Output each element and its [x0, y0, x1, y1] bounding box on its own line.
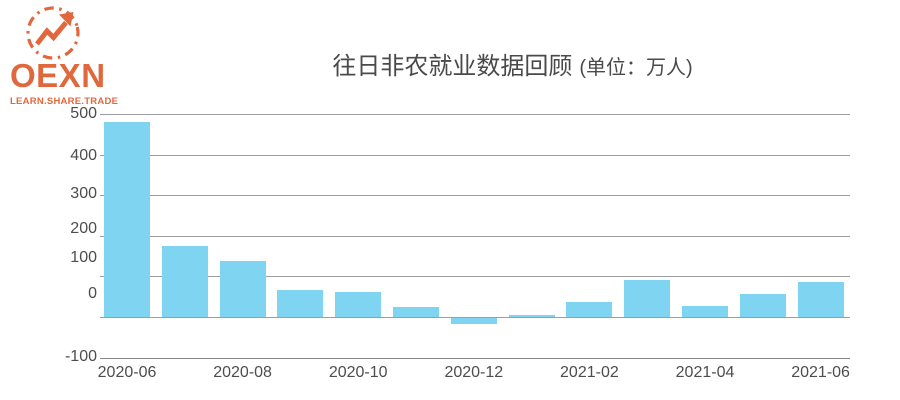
x-axis-label-2021-04: 2021-04 — [675, 364, 735, 381]
bar-2020-08 — [219, 261, 266, 317]
bar-2021-05 — [739, 294, 786, 317]
x-axis-label-2020-10: 2020-10 — [328, 364, 388, 381]
bar-2021-06 — [797, 282, 844, 317]
bar-2020-09 — [277, 290, 324, 317]
gridline-500 — [100, 114, 850, 115]
chart-title: 往日非农就业数据回顾 (单位：万人) — [125, 52, 900, 83]
bar-2021-04 — [682, 306, 728, 317]
bar-2020-07 — [161, 246, 208, 317]
trend-arrow-circle-icon — [26, 6, 80, 60]
y-axis-label-400: 400 — [70, 147, 97, 164]
bar-2020-10 — [335, 292, 382, 317]
y-axis-label-200: 200 — [70, 220, 97, 237]
y-axis-label--100: -100 — [64, 348, 97, 365]
chart-title-unit: (单位：万人) — [579, 57, 693, 79]
x-axis-label-2020-08: 2020-08 — [213, 364, 272, 381]
gridline-200 — [100, 236, 850, 237]
bar-2020-11 — [393, 307, 439, 317]
brand-name: OEXN — [10, 57, 106, 94]
x-axis-label-2020-06: 2020-06 — [97, 364, 157, 381]
x-axis-label-2021-06: 2021-06 — [791, 364, 850, 381]
bar-2021-01 — [508, 315, 555, 317]
bar-2021-02 — [566, 302, 613, 317]
chart-title-text: 往日非农就业数据回顾 — [332, 53, 573, 80]
x-axis-label-2020-12: 2020-12 — [444, 364, 504, 381]
bar-2021-03 — [624, 280, 671, 317]
y-axis-label-100: 100 — [70, 249, 97, 266]
gridline--100 — [100, 358, 850, 359]
gridline-300 — [100, 195, 850, 196]
gridline-100 — [100, 276, 850, 277]
bar-2020-12 — [450, 318, 497, 324]
y-axis-label-500: 500 — [70, 105, 97, 122]
gridline-400 — [100, 155, 850, 156]
brand-tagline: LEARN.SHARE.TRADE — [10, 96, 119, 107]
bar-2020-06 — [104, 122, 150, 317]
y-axis-label-300: 300 — [70, 185, 97, 202]
brand-logo: OEXN LEARN.SHARE.TRADE — [10, 5, 140, 107]
y-axis-label-0: 0 — [88, 285, 97, 302]
x-axis-label-2021-02: 2021-02 — [560, 364, 619, 381]
zero-baseline-gridline — [100, 317, 850, 318]
